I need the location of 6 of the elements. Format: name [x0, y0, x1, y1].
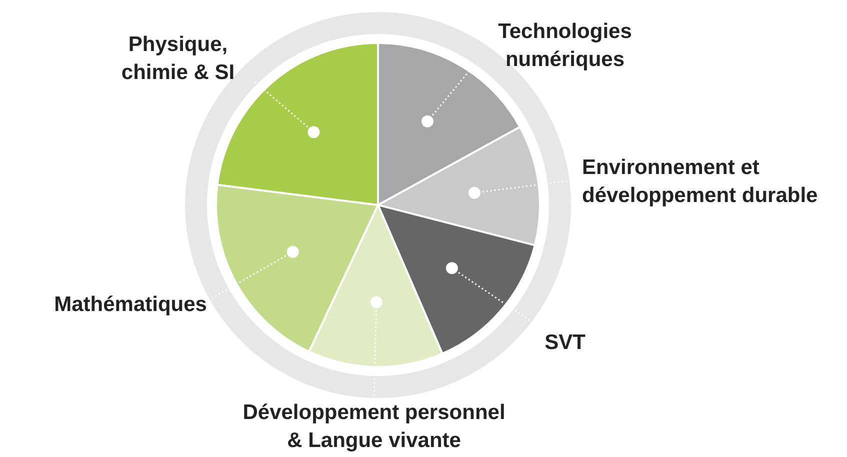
slice-label: Développement personnel & Langue vivante	[242, 400, 506, 452]
slice-label: Physique, chimie & SI	[121, 32, 235, 84]
slice-label: Technologies numériques	[498, 20, 632, 71]
slice-label: Mathématiques	[54, 292, 207, 316]
slice-label: Environnement et développement durable	[582, 156, 818, 207]
slice-label: SVT	[544, 330, 586, 354]
